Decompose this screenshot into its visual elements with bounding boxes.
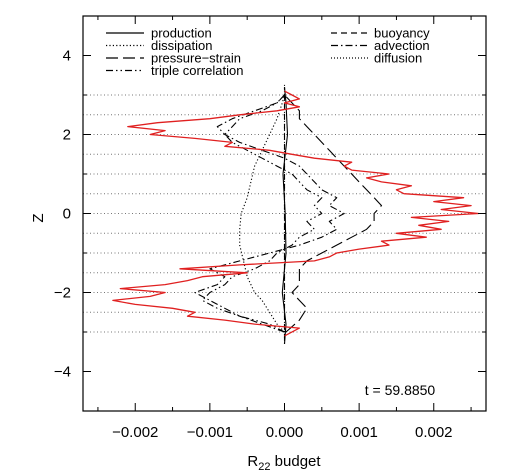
time-annotation: t = 59.8850 [365, 382, 436, 398]
x-axis-title-subscript: 22 [258, 461, 270, 473]
legend-label: triple correlation [151, 63, 244, 78]
x-tick-label: −0.002 [112, 424, 158, 441]
legend: productiondissipationpressure−straintrip… [106, 26, 430, 78]
y-tick-label: 2 [63, 127, 71, 144]
series-line-pressure-strain [284, 94, 383, 333]
legend-label: production [151, 26, 212, 41]
legend-label: dissipation [151, 38, 212, 53]
legend-label: pressure−strain [151, 51, 241, 66]
series-line-sum [112, 90, 480, 337]
x-axis: −0.002 −0.001 0.000 0.001 0.002 [97, 16, 472, 441]
x-tick-label: 0.002 [415, 424, 453, 441]
series-line-triple-correlation [201, 94, 323, 333]
x-axis-title-suffix: budget [271, 453, 322, 470]
series-line-dissipation [239, 94, 286, 333]
y-tick-label: 4 [63, 48, 71, 65]
y-tick-label: −4 [54, 364, 71, 381]
legend-label: buoyancy [374, 26, 430, 41]
series-line-advection [194, 94, 345, 333]
y-tick-label: 0 [63, 206, 71, 223]
x-tick-label: 0.000 [266, 424, 304, 441]
y-axis-title: Z [30, 213, 47, 222]
reference-levels [83, 94, 486, 333]
y-axis: −4 −2 0 2 4 [54, 15, 486, 412]
legend-label: advection [374, 38, 430, 53]
x-tick-label: −0.001 [187, 424, 233, 441]
y-tick-label: −2 [54, 285, 71, 302]
x-tick-label: 0.001 [340, 424, 378, 441]
series-layer [112, 83, 480, 344]
legend-label: diffusion [374, 51, 422, 66]
x-axis-title: R22 budget [247, 453, 321, 473]
x-axis-title-base: R [247, 453, 258, 470]
